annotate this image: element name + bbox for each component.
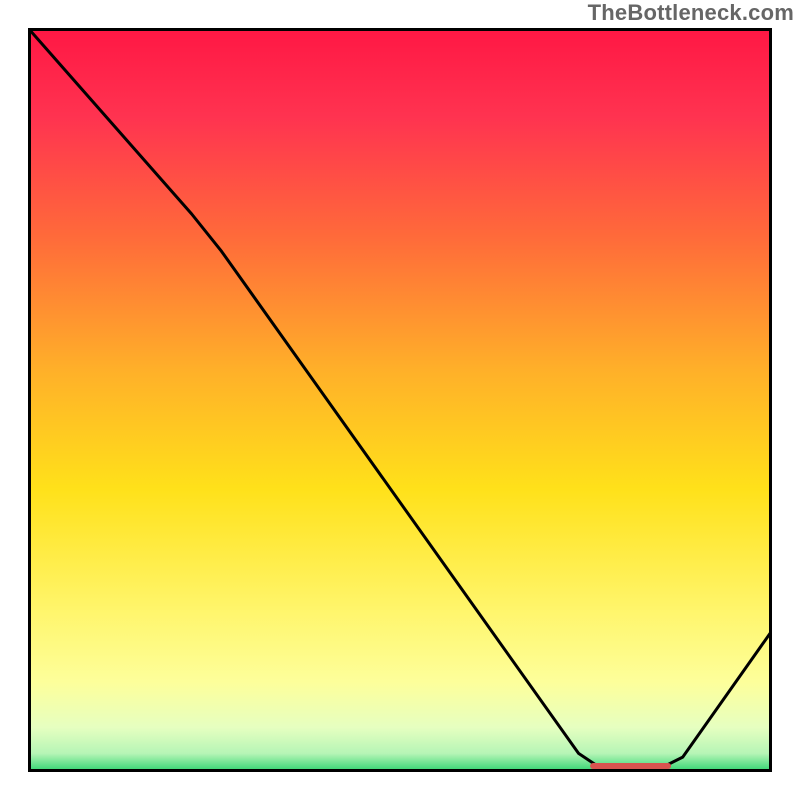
sweet-spot-marker [590,763,672,769]
chart-frame: TheBottleneck.com [0,0,800,800]
chart-plot-area [28,28,772,772]
watermark-text: TheBottleneck.com [588,0,794,26]
chart-background-gradient [28,28,772,772]
chart-svg [28,28,772,772]
